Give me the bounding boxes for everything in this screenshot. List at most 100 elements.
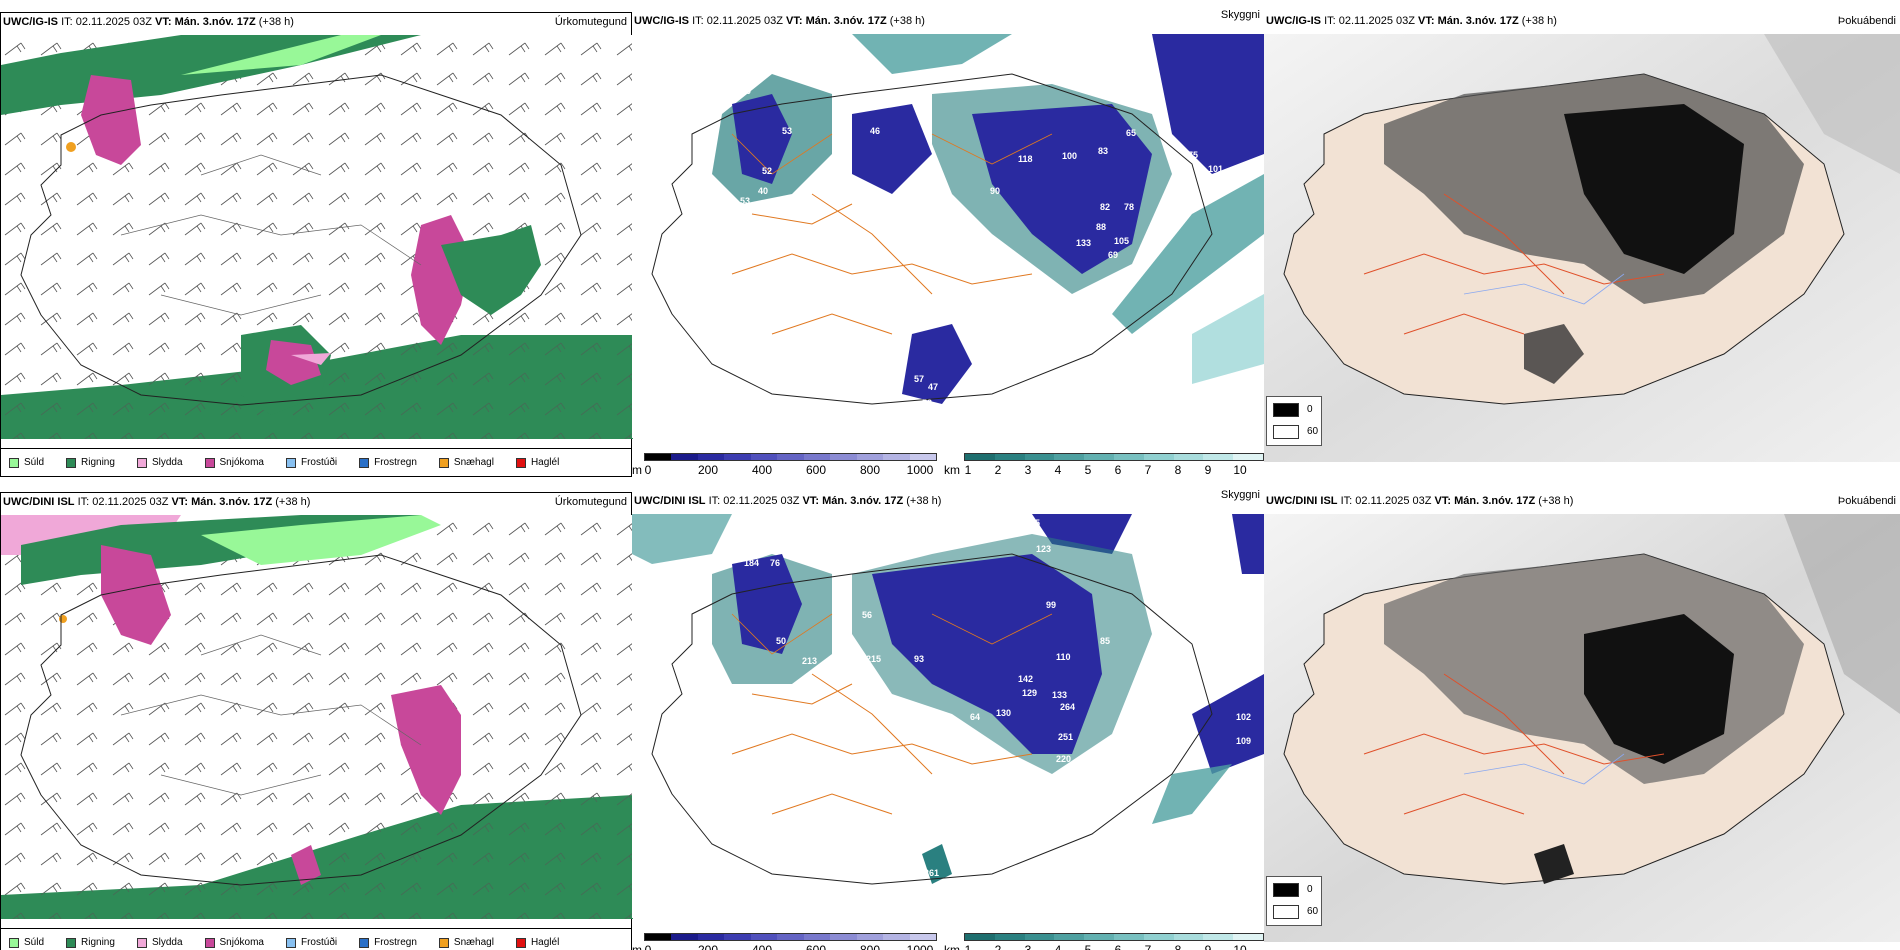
cloud-label: 213 <box>802 656 817 666</box>
fog-panel: UWC/DINI ISL IT: 02.11.2025 03Z VT: Mán.… <box>1264 492 1900 950</box>
init-time: IT: 02.11.2025 03Z <box>61 16 152 28</box>
legend-item-slydda: Slydda <box>136 937 183 948</box>
cloud-label: 88 <box>1096 222 1106 232</box>
visibility-tick: 9 <box>1204 463 1212 477</box>
ceiling-tick: 800 <box>859 463 881 477</box>
visibility-tick: 5 <box>1084 463 1092 477</box>
precip-map <box>1 35 633 439</box>
legend-swatch <box>515 457 526 468</box>
visibility-tick: 9 <box>1204 943 1212 950</box>
ceiling-tick: 200 <box>697 463 719 477</box>
row-dini-isl: UWC/DINI ISL IT: 02.11.2025 03Z VT: Mán.… <box>0 489 1900 950</box>
cloud-label: 59 <box>832 592 842 602</box>
legend-item-sud: Súld <box>9 457 44 468</box>
model-name: UWC/DINI ISL <box>3 496 75 508</box>
visibility-unit: km <box>944 943 960 950</box>
legend-label: Frostregn <box>374 937 417 948</box>
cloud-label: 53 <box>740 196 750 206</box>
ceiling-unit: m <box>632 463 642 477</box>
row-ig-is: UWC/IG-IS IT: 02.11.2025 03Z VT: Mán. 3.… <box>0 9 1900 477</box>
ceiling-ticks: 0 200 400 600 800 1000 <box>632 463 937 477</box>
fog-legend-label: 0 <box>1307 404 1313 415</box>
cloud-label: 220 <box>1056 754 1071 764</box>
cloud-label: 85 <box>1100 636 1110 646</box>
visibility-ticks: 1 2 3 4 5 6 7 8 9 10 <box>944 943 1264 950</box>
legend-label: Haglél <box>530 457 560 468</box>
legend-item-frostregn: Frostregn <box>359 937 417 948</box>
visibility-ticks: 1 2 3 4 5 6 7 8 9 10 <box>944 463 1264 477</box>
legend-item-frostudi: Frostúði <box>285 457 337 468</box>
visibility-tick: 2 <box>994 463 1002 477</box>
cloud-label: 118 <box>1018 154 1033 164</box>
cloud-label: 105 <box>1114 236 1129 246</box>
legend-item-frostregn: Frostregn <box>359 457 417 468</box>
valid-time: VT: Mán. 3.nóv. 17Z <box>155 16 256 28</box>
ceiling-tick: 800 <box>859 943 881 950</box>
cloud-label: 83 <box>1098 146 1108 156</box>
ceiling-unit: m <box>632 943 642 950</box>
cloud-label: 53 <box>782 126 792 136</box>
cloud-label: 93 <box>914 654 924 664</box>
cloud-label: 130 <box>996 708 1011 718</box>
ceiling-tick: 400 <box>751 943 773 950</box>
ceiling-colorbar: m 0 200 400 600 800 1000 <box>632 933 937 950</box>
ceiling-ticks: 0 200 400 600 800 1000 <box>632 943 937 950</box>
fog-legend-swatch-black <box>1273 403 1299 417</box>
cloud-label: 264 <box>1060 702 1075 712</box>
visibility-colorbar-ramp <box>964 933 1264 941</box>
legend-label: Haglél <box>530 937 560 948</box>
legend-label: Snæhagl <box>453 457 494 468</box>
cloud-label: 129 <box>1022 688 1037 698</box>
legend-label: Rigning <box>81 937 115 948</box>
cloud-label: 99 <box>1046 600 1056 610</box>
visibility-tick: 1 <box>964 943 972 950</box>
product-type: Skyggni <box>1220 489 1260 501</box>
cloud-label: 52 <box>762 166 772 176</box>
visibility-tick: 4 <box>1054 943 1062 950</box>
visibility-tick: 10 <box>1233 463 1247 477</box>
precip-type-panel: UWC/IG-IS IT: 02.11.2025 03Z VT: Mán. 3.… <box>0 12 633 477</box>
lead-time: (+38 h) <box>275 496 311 508</box>
cloud-label: 93 <box>848 716 858 726</box>
legend-item-snaehagl: Snæhagl <box>438 457 494 468</box>
legend-item-snaehagl: Snæhagl <box>438 937 494 948</box>
precip-legend: Súld Rigning Slydda Snjókoma Frostúði Fr… <box>1 448 631 476</box>
visibility-tick: 1 <box>964 463 972 477</box>
cloud-label: 101 <box>1208 164 1223 174</box>
visibility-tick: 5 <box>1084 943 1092 950</box>
init-time: IT: 02.11.2025 03Z <box>1324 15 1415 27</box>
cloud-label: 65 <box>1126 128 1136 138</box>
lead-time: (+38 h) <box>258 16 294 28</box>
ceiling-colorbar-ramp <box>644 933 937 941</box>
lead-time: (+38 h) <box>889 15 925 27</box>
panel-header: UWC/IG-IS IT: 02.11.2025 03Z VT: Mán. 3.… <box>634 9 1260 30</box>
legend-swatch <box>285 457 296 468</box>
ceiling-tick: 400 <box>751 463 773 477</box>
cloud-label: 210 <box>1048 774 1063 784</box>
cloud-label: 75 <box>1188 150 1198 160</box>
legend-label: Frostúði <box>300 937 338 948</box>
visibility-tick: 7 <box>1144 943 1152 950</box>
cloud-label: 194 <box>740 72 755 82</box>
legend-swatch <box>136 937 147 948</box>
legend-item-haglel: Haglél <box>515 457 560 468</box>
visibility-tick: 8 <box>1174 463 1182 477</box>
legend-label: Súld <box>24 457 45 468</box>
visibility-map: 305 194 169 53 46 52 40 53 57 50 100 118… <box>632 34 1264 438</box>
ceiling-tick: 0 <box>644 943 652 950</box>
cloud-label: 50 <box>702 251 712 261</box>
cloud-label: 90 <box>990 186 1000 196</box>
legend-item-rigning: Rigning <box>66 937 115 948</box>
legend-swatch <box>204 937 215 948</box>
cloud-label: 82 <box>1100 202 1110 212</box>
visibility-tick: 8 <box>1174 943 1182 950</box>
lead-time: (+38 h) <box>1521 15 1557 27</box>
visibility-colorbar: km 1 2 3 4 5 6 7 8 9 10 <box>944 453 1264 477</box>
product-type: Þokuábendi <box>1837 495 1896 507</box>
fog-legend-label: 60 <box>1307 426 1319 437</box>
legend-label: Slydda <box>151 937 183 948</box>
product-type: Úrkomutegund <box>554 496 627 508</box>
product-type: Þokuábendi <box>1837 15 1896 27</box>
legend-swatch <box>359 457 370 468</box>
init-time: IT: 02.11.2025 03Z <box>1340 495 1432 507</box>
